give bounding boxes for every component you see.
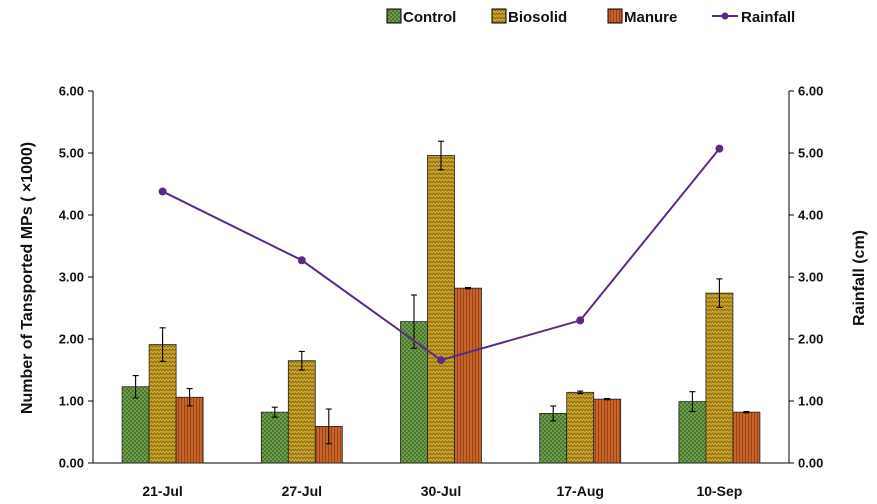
error-bar-biosolid — [438, 140, 444, 171]
bar-biosolid — [148, 344, 177, 464]
error-bar-control — [271, 406, 278, 418]
bar-manure — [454, 287, 482, 464]
rainfall-point — [715, 144, 724, 153]
error-bar-manure — [186, 388, 193, 407]
error-bar-biosolid — [577, 390, 584, 395]
bars — [121, 155, 761, 464]
legend-item-biosolid: Biosolid — [491, 8, 567, 26]
legend: Control Biosolid Manure Rainfall — [386, 8, 795, 26]
legend-item-manure: Manure — [607, 8, 677, 26]
y-tick-label-left: 3.00 — [59, 270, 84, 285]
bar-biosolid — [427, 155, 455, 464]
y-tick-label-left: 2.00 — [59, 332, 84, 347]
legend-swatch-biosolid — [491, 8, 507, 24]
error-bar-biosolid — [298, 350, 305, 371]
x-ticks: 21-Jul 27-Jul 30-Jul 17-Aug 10-Sep — [142, 483, 742, 499]
error-bar-biosolid — [716, 278, 723, 308]
y-tick-label-right: 5.00 — [798, 146, 823, 161]
error-bar-control — [132, 375, 139, 399]
error-bar-control — [550, 405, 557, 422]
y-tick-label-right: 2.00 — [798, 332, 823, 347]
bar-manure — [175, 396, 204, 464]
y-ticks-right: 0.00 1.00 2.00 3.00 4.00 5.00 6.00 — [789, 84, 823, 471]
rainfall-line — [158, 144, 724, 365]
bar-control — [260, 411, 289, 464]
y-tick-label-left: 0.00 — [59, 456, 84, 471]
rainfall-point — [297, 256, 306, 265]
legend-label-control: Control — [403, 9, 456, 26]
bar-biosolid — [287, 360, 316, 464]
error-bar-manure — [325, 408, 332, 445]
legend-marker-rainfall — [721, 12, 729, 20]
y-tick-label-left: 1.00 — [59, 394, 84, 409]
y-tick-label-right: 1.00 — [798, 394, 823, 409]
y-tick-label-left: 4.00 — [59, 208, 84, 223]
y-axis-title-left: Number of Tansported MPs ( ×1000) — [19, 142, 36, 414]
error-bar-manure — [604, 397, 611, 401]
x-tick-label: 30-Jul — [421, 483, 461, 499]
error-bar-control — [689, 391, 696, 413]
y-ticks-left: 0.00 1.00 2.00 3.00 4.00 5.00 6.00 — [59, 84, 93, 471]
y-tick-label-left: 6.00 — [59, 84, 84, 99]
legend-item-rainfall: Rainfall — [712, 9, 795, 26]
legend-swatch-manure — [607, 8, 623, 24]
legend-label-manure: Manure — [624, 9, 677, 26]
error-bar-control — [411, 294, 417, 349]
legend-swatch-control — [386, 8, 402, 24]
legend-label-rainfall: Rainfall — [741, 9, 795, 26]
bar-biosolid — [705, 292, 734, 464]
rainfall-point — [158, 187, 167, 196]
rainfall-point — [576, 316, 585, 325]
y-tick-label-left: 5.00 — [59, 146, 84, 161]
bar-manure — [593, 398, 622, 464]
y-tick-label-right: 6.00 — [798, 84, 823, 99]
legend-label-biosolid: Biosolid — [508, 9, 567, 26]
legend-item-control: Control — [386, 8, 456, 26]
error-bar-biosolid — [159, 327, 166, 362]
error-bar-manure — [465, 286, 471, 290]
bar-biosolid — [566, 391, 595, 464]
bar-manure — [732, 411, 761, 464]
y-tick-label-right: 0.00 — [798, 456, 823, 471]
rainfall-point — [437, 356, 445, 365]
x-tick-label: 27-Jul — [282, 483, 322, 499]
error-bar-manure — [743, 410, 750, 414]
y-axis-title-right: Rainfall (cm) — [851, 230, 868, 326]
x-tick-label: 17-Aug — [556, 483, 603, 499]
y-tick-label-right: 4.00 — [798, 208, 823, 223]
y-tick-label-right: 3.00 — [798, 270, 823, 285]
error-bars — [132, 140, 750, 445]
x-tick-label: 21-Jul — [142, 483, 182, 499]
x-tick-label: 10-Sep — [696, 483, 742, 499]
